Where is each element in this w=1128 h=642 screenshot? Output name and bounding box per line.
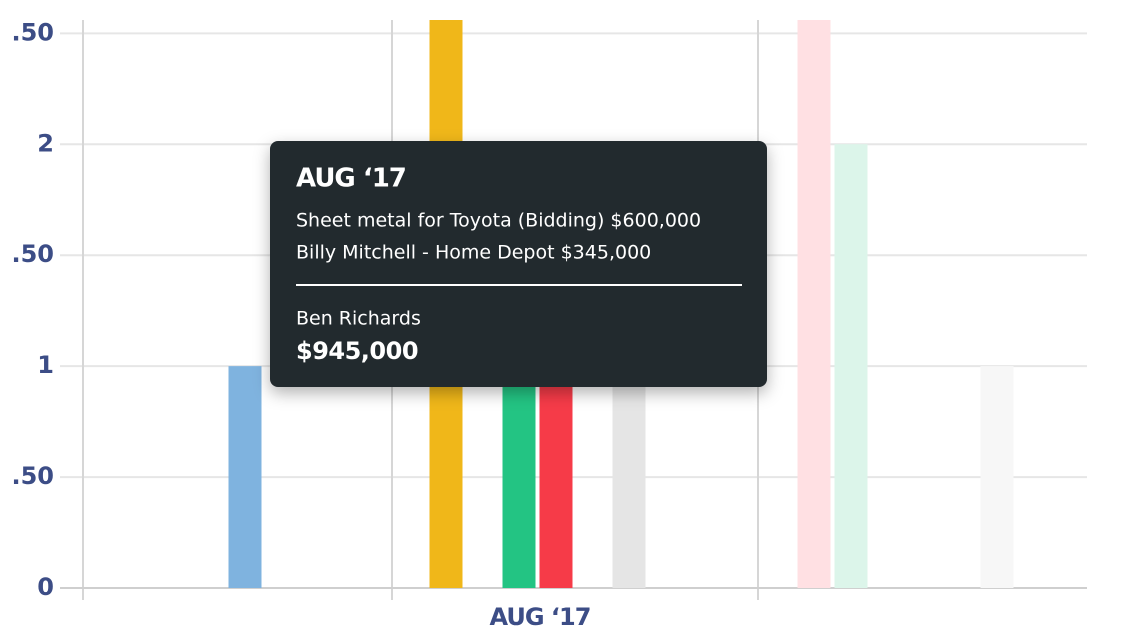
tooltip-box bbox=[270, 141, 767, 387]
tooltip-line: Sheet metal for Toyota (Bidding) $600,00… bbox=[296, 210, 701, 232]
y-tick-label: .50 bbox=[11, 18, 54, 46]
tooltip-name: Ben Richards bbox=[296, 308, 421, 330]
bar bbox=[612, 366, 646, 588]
y-tick-label: .50 bbox=[11, 240, 54, 268]
bar bbox=[797, 20, 831, 588]
tooltip-line: Billy Mitchell - Home Depot $345,000 bbox=[296, 242, 651, 264]
bar bbox=[980, 366, 1014, 588]
y-tick-label: 0 bbox=[37, 573, 54, 601]
tooltip-total: $945,000 bbox=[296, 337, 418, 365]
bar bbox=[834, 144, 868, 588]
tooltip-title: AUG ‘17 bbox=[296, 164, 406, 194]
y-tick-label: .50 bbox=[11, 462, 54, 490]
y-tick-label: 2 bbox=[37, 129, 54, 157]
x-tick-label: AUG ‘17 bbox=[490, 603, 591, 631]
bar bbox=[228, 366, 262, 588]
y-tick-label: 1 bbox=[37, 351, 54, 379]
tooltip: AUG ‘17 Sheet metal for Toyota (Bidding)… bbox=[270, 141, 767, 387]
